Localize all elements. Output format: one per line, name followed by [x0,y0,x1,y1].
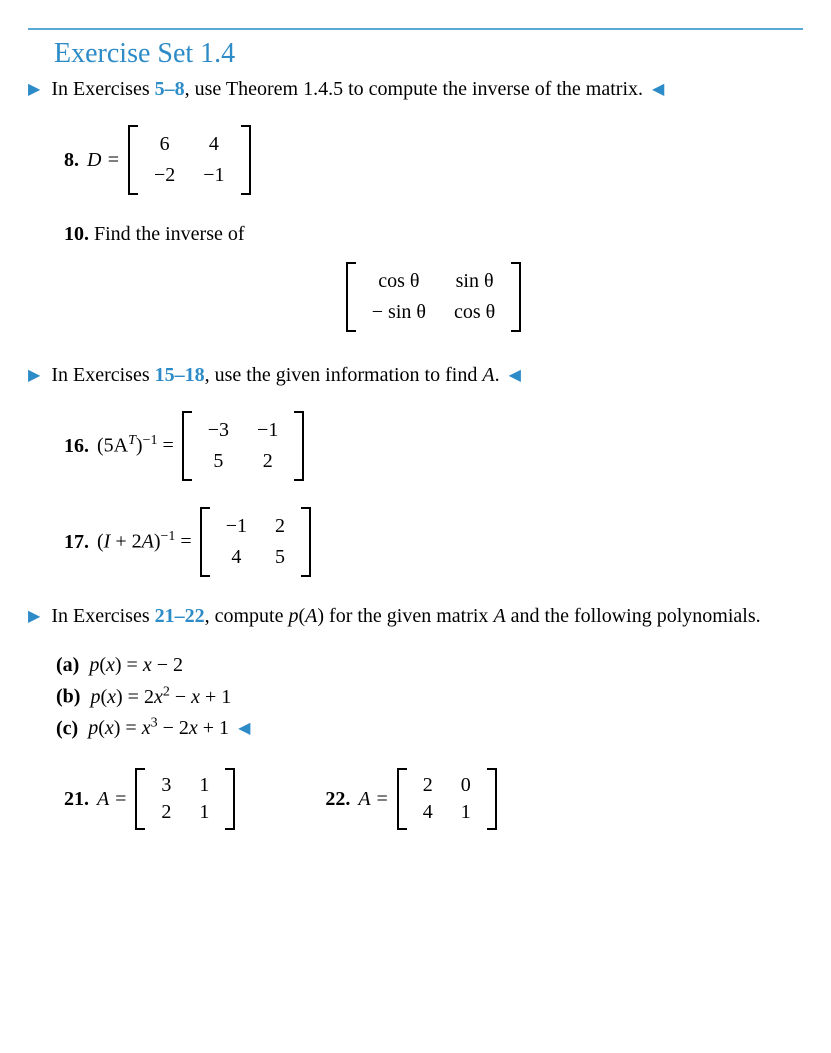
problem-label: (5AT)−1 = [97,432,174,460]
problem-label: (I + 2A)−1 = [97,528,192,556]
instruction-2: ▶ In Exercises 15–18, use the given info… [28,362,803,389]
problem-label: A = [97,788,127,811]
marker-right-icon: ▶ [28,79,40,101]
problem-number: 10. [64,223,89,245]
poly-tag: (a) [56,654,79,676]
instr3-range: 21–22 [155,605,205,627]
problem-number: 8. [64,147,79,174]
problem-8: 8. D = 64−2−1 [64,125,803,195]
problem-text: Find the inverse of [94,223,245,245]
divider-top [28,28,803,30]
matrix-17: −1245 [200,507,311,577]
marker-left-icon: ◀ [509,365,521,387]
instr1-post: , use Theorem 1.4.5 to compute the inver… [185,78,643,100]
marker-right-icon: ▶ [28,365,40,387]
problem-10: 10. Find the inverse of cos θsin θ− sin … [64,221,803,332]
poly-expr: p(x) = x − 2 [89,654,183,676]
problem-17: 17. (I + 2A)−1 = −1245 [64,507,803,577]
problem-number: 17. [64,529,89,556]
matrix-22: 2041 [397,768,497,830]
matrix-theta: cos θsin θ− sin θcos θ [346,262,521,332]
instr1-pre: In Exercises [51,78,154,100]
instr1-range: 5–8 [155,78,185,100]
matrix-21: 3121 [135,768,235,830]
problem-number: 16. [64,433,89,460]
problem-number: 22. [325,788,350,811]
problem-label: A = [358,788,388,811]
poly-tag: (c) [56,717,78,739]
problems-21-22-row: 21. A = 3121 22. A = 2041 [64,768,803,830]
poly-tag: (b) [56,686,80,708]
marker-left-icon: ◀ [238,718,250,740]
marker-left-icon: ◀ [652,79,664,101]
instr3-post: , compute p(A) for the given matrix A an… [205,605,761,627]
problem-label: D = [87,147,120,174]
problem-22: 22. A = 2041 [325,768,496,830]
instr3-pre: In Exercises [51,605,154,627]
instruction-1: ▶ In Exercises 5–8, use Theorem 1.4.5 to… [28,76,803,103]
matrix-d: 64−2−1 [128,125,251,195]
problem-number: 21. [64,788,89,811]
matrix-16: −3−152 [182,411,305,481]
poly-expr: p(x) = x3 − 2x + 1 [88,717,229,739]
instruction-3: ▶ In Exercises 21–22, compute p(A) for t… [28,603,803,630]
problem-21: 21. A = 3121 [64,768,235,830]
problem-16: 16. (5AT)−1 = −3−152 [64,411,803,481]
polynomial-list: (a) p(x) = x − 2 (b) p(x) = 2x2 − x + 1 … [56,652,803,742]
page-title: Exercise Set 1.4 [54,38,803,70]
marker-right-icon: ▶ [28,606,40,628]
poly-expr: p(x) = 2x2 − x + 1 [90,686,231,708]
